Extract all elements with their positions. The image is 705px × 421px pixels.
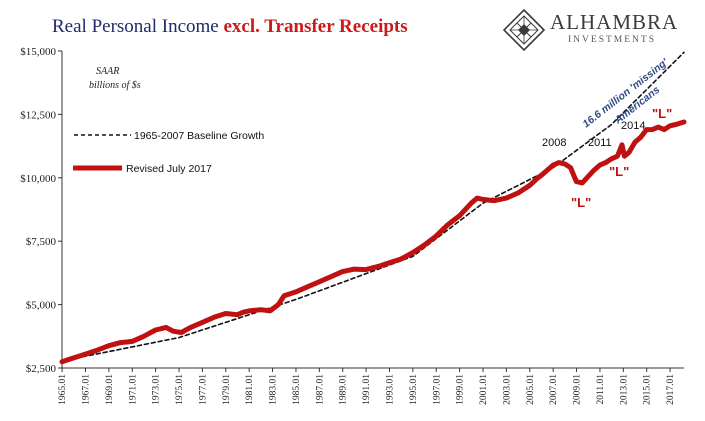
x-tick-label: 1997.01 — [432, 374, 442, 405]
x-tick-label: 2009.01 — [573, 374, 583, 405]
x-tick-label: 1965.01 — [58, 374, 68, 405]
x-tick-label: 1979.01 — [222, 374, 232, 405]
x-tick-label: 1971.01 — [128, 374, 138, 405]
x-tick-label: 1969.01 — [105, 374, 115, 405]
x-tick-label: 1981.01 — [245, 374, 255, 405]
y-tick-label: $2,500 — [26, 363, 57, 375]
y-tick-label: $15,000 — [20, 46, 56, 58]
x-tick-label: 1977.01 — [198, 374, 208, 405]
x-tick-label: 2005.01 — [526, 374, 536, 405]
x-tick-label: 1983.01 — [269, 374, 279, 405]
series-layer — [59, 51, 687, 365]
y-tick-label: $12,500 — [20, 109, 56, 121]
logo-wordmark: ALHAMBRA — [550, 10, 679, 34]
x-tick-label: 1993.01 — [385, 374, 395, 405]
x-tick-label: 2001.01 — [479, 374, 489, 405]
x-tick-label: 1991.01 — [362, 374, 372, 405]
y-tick-label: $7,500 — [26, 236, 57, 248]
chart-title-part2: excl. Transfer Receipts — [223, 16, 408, 37]
x-tick-label: 2003.01 — [502, 374, 512, 405]
x-tick-label: 1973.01 — [152, 374, 162, 405]
x-axis: 1965.01 1967.01 1969.01 1971.01 1973.01 1975.… — [58, 367, 684, 405]
units-note-billions: billions of $s — [89, 80, 141, 91]
legend-label-baseline: 1965-2007 Baseline Growth — [134, 130, 264, 142]
series-line-baseline — [61, 51, 685, 362]
chart-title-part1: Real Personal Income — [52, 16, 224, 37]
annotation-L-2011: "L" — [609, 164, 629, 179]
legend-label-revised: Revised July 2017 — [126, 163, 212, 175]
series-line-revised — [59, 119, 687, 365]
x-tick-label: 2011.01 — [596, 374, 606, 405]
brand-logo: ALHAMBRA INVESTMENTS — [502, 8, 698, 52]
x-tick-label: 2017.01 — [666, 374, 676, 405]
annotation-L-2009: "L" — [571, 195, 591, 210]
y-axis: $2,500 $5,000 $7,500 $10,000 $12,500 $15,000 — [20, 46, 63, 375]
annotation-2008: 2008 — [542, 137, 566, 149]
x-tick-label: 1985.01 — [292, 374, 302, 405]
diamond-lattice-icon — [502, 8, 546, 52]
logo-subtitle: INVESTMENTS — [568, 35, 656, 45]
annotation-2014: 2014 — [621, 120, 645, 132]
x-tick-label: 2007.01 — [549, 374, 559, 405]
x-tick-label: 1975.01 — [175, 374, 185, 405]
x-tick-label: 1999.01 — [456, 374, 466, 405]
y-tick-label: $10,000 — [20, 173, 56, 185]
x-tick-label: 1987.01 — [315, 374, 325, 405]
x-tick-label: 2015.01 — [643, 374, 653, 405]
x-tick-label: 1989.01 — [339, 374, 349, 405]
x-tick-label: 1995.01 — [409, 374, 419, 405]
x-tick-label: 1967.01 — [82, 374, 92, 405]
chart-title: Real Personal Income excl. Transfer Rece… — [52, 16, 408, 38]
annotation-L-2015: "L" — [652, 106, 672, 121]
units-note-saar: SAAR — [96, 66, 119, 77]
x-tick-label: 2013.01 — [619, 374, 629, 405]
annotation-2011: 2011 — [588, 137, 612, 149]
y-tick-label: $5,000 — [26, 300, 57, 312]
